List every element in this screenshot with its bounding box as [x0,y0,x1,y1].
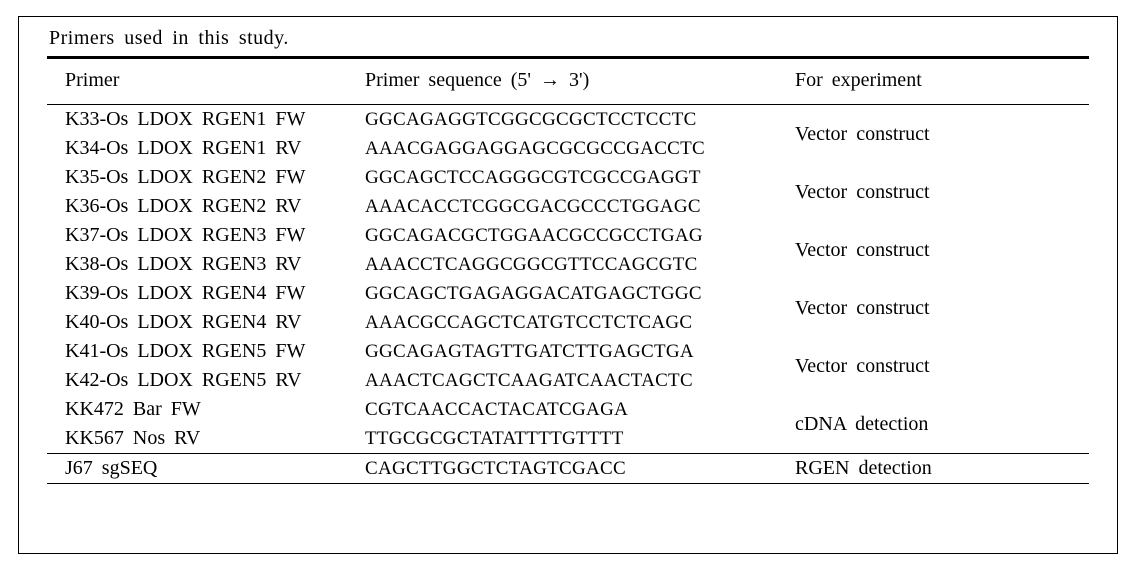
cell-primer: KK567 Nos RV [47,424,347,454]
cell-sequence: AAACGAGGAGGAGCGCGCCGACCTC [347,134,777,163]
cell-sequence: CAGCTTGGCTCTAGTCGACC [347,454,777,484]
cell-experiment: Vector construct [777,105,1089,164]
cell-sequence: GGCAGCTGAGAGGACATGAGCTGGC [347,279,777,308]
cell-sequence: GGCAGACGCTGGAACGCCGCCTGAG [347,221,777,250]
cell-sequence: CGTCAACCACTACATCGAGA [347,395,777,424]
cell-sequence: AAACGCCAGCTCATGTCCTCTCAGC [347,308,777,337]
cell-sequence: AAACTCAGCTCAAGATCAACTACTC [347,366,777,395]
col-header-primer: Primer [47,58,347,105]
cell-primer: K34-Os LDOX RGEN1 RV [47,134,347,163]
table-row: K35-Os LDOX RGEN2 FWGGCAGCTCCAGGGCGTCGCC… [47,163,1089,192]
table-row: K37-Os LDOX RGEN3 FWGGCAGACGCTGGAACGCCGC… [47,221,1089,250]
table-header-row: Primer Primer sequence (5' → 3') For exp… [47,58,1089,105]
cell-primer: K42-Os LDOX RGEN5 RV [47,366,347,395]
cell-primer: K35-Os LDOX RGEN2 FW [47,163,347,192]
table-row: K39-Os LDOX RGEN4 FWGGCAGCTGAGAGGACATGAG… [47,279,1089,308]
cell-experiment: Vector construct [777,337,1089,395]
cell-primer: J67 sgSEQ [47,454,347,484]
cell-sequence: GGCAGAGTAGTTGATCTTGAGCTGA [347,337,777,366]
cell-primer: K38-Os LDOX RGEN3 RV [47,250,347,279]
table-frame: Primers used in this study. Primer Prime… [18,16,1118,554]
cell-primer: K33-Os LDOX RGEN1 FW [47,105,347,135]
cell-primer: K39-Os LDOX RGEN4 FW [47,279,347,308]
table-title: Primers used in this study. [49,27,1089,50]
cell-primer: K41-Os LDOX RGEN5 FW [47,337,347,366]
cell-experiment: RGEN detection [777,454,1089,484]
cell-primer: K40-Os LDOX RGEN4 RV [47,308,347,337]
cell-primer: K37-Os LDOX RGEN3 FW [47,221,347,250]
cell-sequence: AAACACCTCGGCGACGCCCTGGAGC [347,192,777,221]
cell-primer: K36-Os LDOX RGEN2 RV [47,192,347,221]
cell-sequence: AAACCTCAGGCGGCGTTCCAGCGTC [347,250,777,279]
cell-sequence: GGCAGCTCCAGGGCGTCGCCGAGGT [347,163,777,192]
cell-sequence: GGCAGAGGTCGGCGCGCTCCTCCTC [347,105,777,135]
col-header-sequence: Primer sequence (5' → 3') [347,58,777,105]
cell-experiment: Vector construct [777,279,1089,337]
table-head: Primer Primer sequence (5' → 3') For exp… [47,58,1089,105]
primers-table: Primer Primer sequence (5' → 3') For exp… [47,56,1089,484]
col-header-experiment: For experiment [777,58,1089,105]
cell-experiment: Vector construct [777,163,1089,221]
table-row: J67 sgSEQCAGCTTGGCTCTAGTCGACCRGEN detect… [47,454,1089,484]
cell-experiment: cDNA detection [777,395,1089,454]
table-row: KK472 Bar FWCGTCAACCACTACATCGAGAcDNA det… [47,395,1089,424]
cell-experiment: Vector construct [777,221,1089,279]
table-body: K33-Os LDOX RGEN1 FWGGCAGAGGTCGGCGCGCTCC… [47,105,1089,484]
table-row: K33-Os LDOX RGEN1 FWGGCAGAGGTCGGCGCGCTCC… [47,105,1089,135]
cell-sequence: TTGCGCGCTATATTTTGTTTT [347,424,777,454]
table-row: K41-Os LDOX RGEN5 FWGGCAGAGTAGTTGATCTTGA… [47,337,1089,366]
cell-primer: KK472 Bar FW [47,395,347,424]
